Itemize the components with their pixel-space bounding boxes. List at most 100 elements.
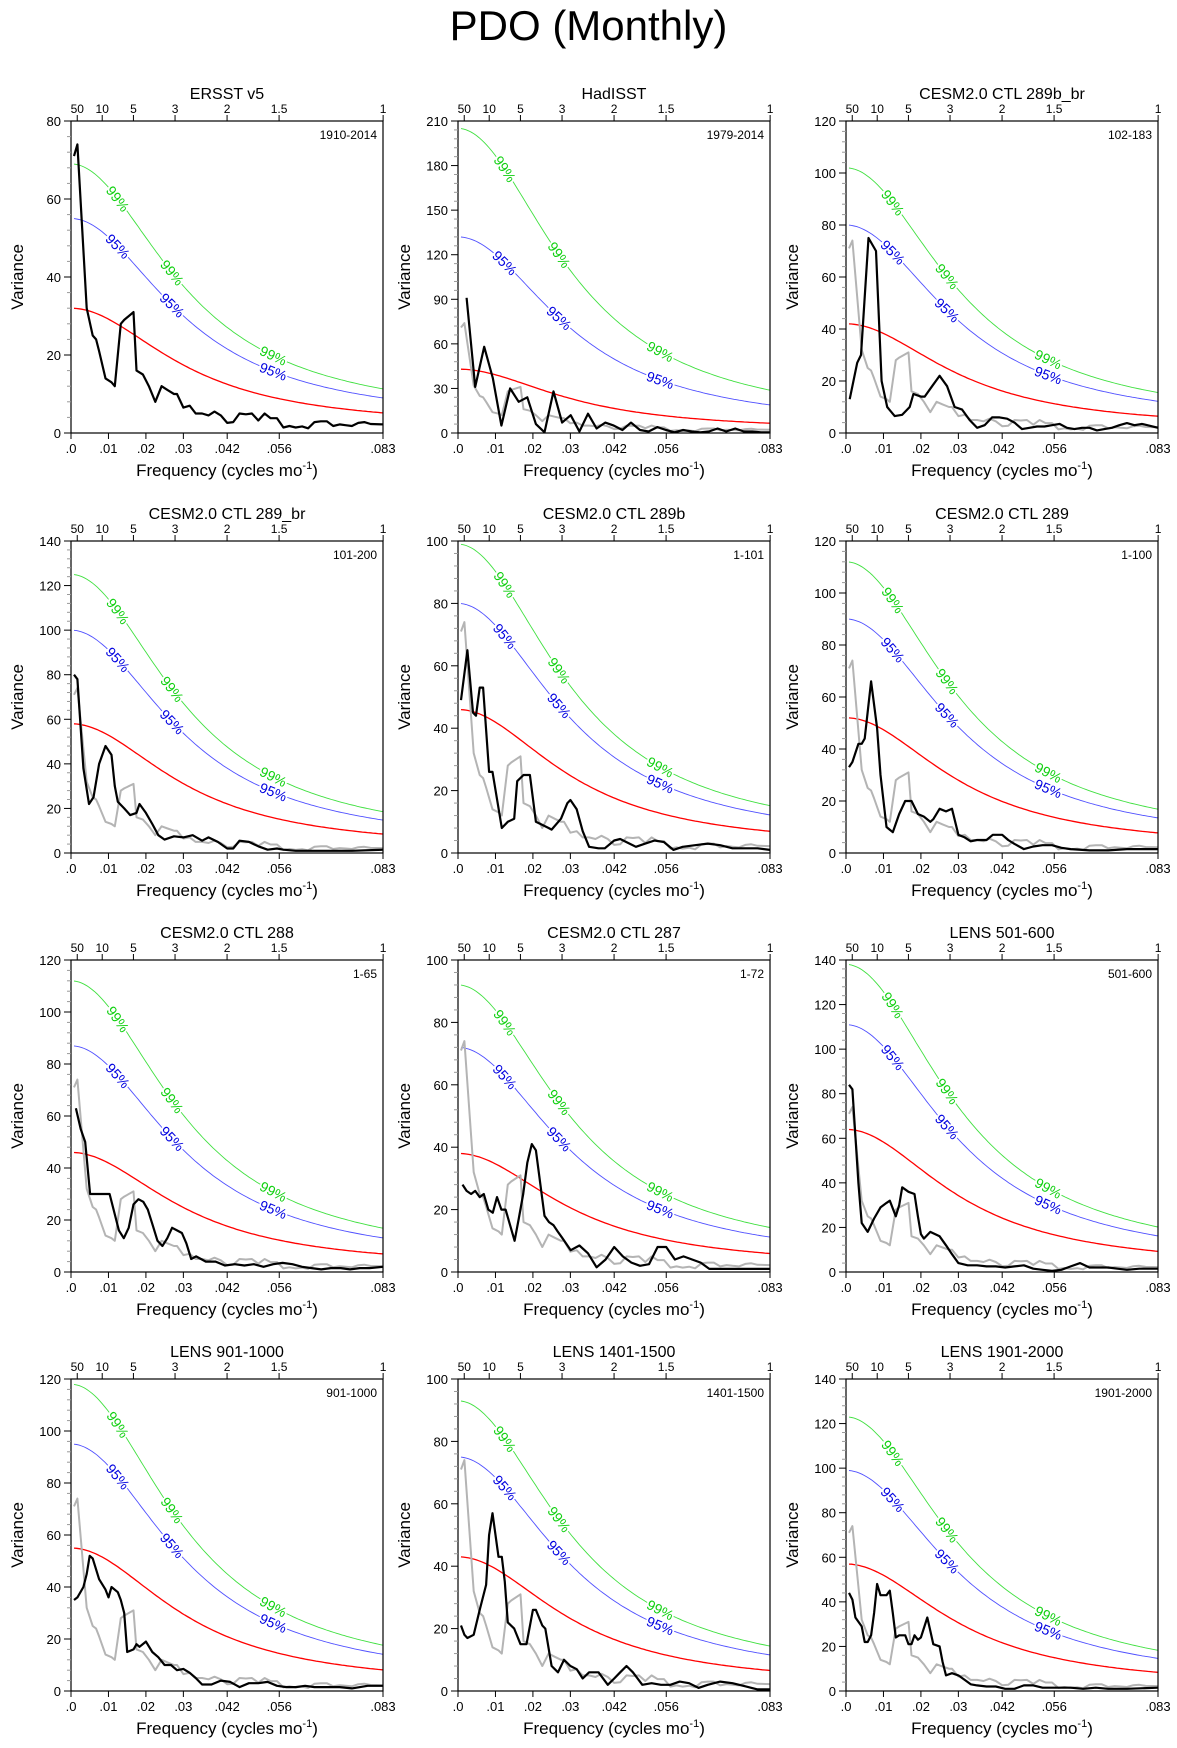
x-axis-label-superscript: -1 xyxy=(689,460,699,472)
x-tick-label: .02 xyxy=(137,861,155,876)
top-period-label: 50 xyxy=(458,102,472,116)
x-tick-label: .0 xyxy=(66,1699,77,1714)
top-period-label: 2 xyxy=(224,102,231,116)
y-tick-label: 80 xyxy=(47,1476,61,1491)
top-period-label: 5 xyxy=(517,102,524,116)
x-axis-label-superscript: -1 xyxy=(689,880,699,892)
x-tick-label: .03 xyxy=(949,441,967,456)
top-period-label: 1.5 xyxy=(1046,522,1063,536)
y-tick-label: 100 xyxy=(426,953,448,968)
top-period-label: 50 xyxy=(846,522,860,536)
x-axis-label: Frequency (cycles mo-1) xyxy=(523,880,705,900)
x-tick-label: .03 xyxy=(174,1280,192,1295)
x-axis-label-superscript: -1 xyxy=(689,1718,699,1730)
x-tick-label: .056 xyxy=(267,861,292,876)
ci-label-knockout xyxy=(931,294,963,326)
x-tick-label: .02 xyxy=(137,1699,155,1714)
period-label: 1979-2014 xyxy=(707,128,765,142)
top-period-label: 3 xyxy=(172,941,179,955)
top-period-label: 50 xyxy=(846,102,860,116)
x-axis-label-main: Frequency (cycles mo xyxy=(911,1719,1077,1738)
ci99-label: 99% xyxy=(878,1437,908,1469)
x-tick-label: .0 xyxy=(841,1280,852,1295)
ci99-label: 99% xyxy=(103,1003,132,1035)
ci-label-knockout xyxy=(932,1074,962,1108)
spectrum-line xyxy=(848,1084,1158,1272)
spectrum-line xyxy=(461,1143,770,1270)
y-tick-label: 180 xyxy=(426,159,448,174)
x-tick-label: .03 xyxy=(561,1280,579,1295)
plot-frame xyxy=(457,959,771,1273)
x-axis-label-end: ) xyxy=(1087,461,1093,480)
top-period-label: 1 xyxy=(1155,522,1162,536)
y-tick-label: 20 xyxy=(47,801,61,816)
x-tick-label: .056 xyxy=(267,441,292,456)
x-tick-label: .083 xyxy=(1145,1699,1170,1714)
ci-label-knockout xyxy=(932,665,962,698)
top-period-label: 50 xyxy=(458,1360,472,1374)
y-tick-label: 20 xyxy=(434,1622,448,1637)
top-period-label: 3 xyxy=(559,522,566,536)
ci95-label: 95% xyxy=(490,620,520,652)
y-tick-label: 120 xyxy=(814,1417,836,1432)
top-period-label: 3 xyxy=(947,941,954,955)
y-tick-label: 120 xyxy=(814,534,836,549)
ci-label-knockout xyxy=(931,1545,963,1577)
top-period-label: 1.5 xyxy=(1046,102,1063,116)
x-tick-label: .042 xyxy=(215,1280,240,1295)
panel-title: LENS 1901-2000 xyxy=(941,1344,1064,1361)
spectrum-line xyxy=(459,649,770,851)
top-period-label: 1.5 xyxy=(658,941,675,955)
y-axis-label: Variance xyxy=(395,1502,414,1568)
ci-label-knockout xyxy=(102,643,134,676)
top-period-label: 5 xyxy=(905,1360,912,1374)
spectrum-line xyxy=(72,143,383,430)
y-tick-label: 140 xyxy=(814,953,836,968)
x-tick-label: .083 xyxy=(757,441,782,456)
panel-title: CESM2.0 CTL 289b_br xyxy=(919,86,1085,103)
x-tick-label: .02 xyxy=(912,1699,930,1714)
top-period-label: 2 xyxy=(224,522,231,536)
x-tick-label: .083 xyxy=(757,1699,782,1714)
red-noise-curve xyxy=(460,1152,770,1255)
y-tick-label: 20 xyxy=(822,1639,836,1654)
top-period-label: 50 xyxy=(71,1360,85,1374)
ci-label-knockout xyxy=(157,672,187,706)
period-label: 1-72 xyxy=(740,967,764,981)
ci-label-knockout xyxy=(877,633,908,666)
y-axis-label: Variance xyxy=(395,244,414,310)
y-axis-label: Variance xyxy=(783,664,802,730)
top-period-label: 3 xyxy=(172,522,179,536)
red-noise-curve xyxy=(848,717,1158,834)
ci-label-knockout xyxy=(878,1436,908,1470)
y-axis-label: Variance xyxy=(395,664,414,730)
x-axis-label-main: Frequency (cycles mo xyxy=(136,1719,302,1738)
y-tick-label: 0 xyxy=(829,1684,836,1699)
x-tick-label: .083 xyxy=(370,1699,395,1714)
ci-label-knockout xyxy=(544,1085,574,1119)
spectrum-panel: CESM2.0 CTL 2891-10099%99%99%95%95%95%02… xyxy=(783,506,1171,900)
x-axis-label: Frequency (cycles mo-1) xyxy=(523,1299,705,1319)
y-tick-label: 0 xyxy=(54,1265,61,1280)
top-period-label: 3 xyxy=(947,1360,954,1374)
y-tick-label: 120 xyxy=(814,114,836,129)
x-axis-label-main: Frequency (cycles mo xyxy=(136,881,302,900)
y-tick-label: 100 xyxy=(426,534,448,549)
ci-label-knockout xyxy=(1031,1174,1065,1202)
x-tick-label: .0 xyxy=(453,1280,464,1295)
panel-title: LENS 1401-1500 xyxy=(553,1344,676,1361)
x-axis-label-superscript: -1 xyxy=(1077,880,1087,892)
top-period-label: 2 xyxy=(224,941,231,955)
ci99-label: 99% xyxy=(545,239,574,271)
y-axis-label: Variance xyxy=(8,1083,27,1149)
y-tick-label: 0 xyxy=(441,426,448,441)
x-tick-label: .02 xyxy=(137,441,155,456)
x-tick-label: .056 xyxy=(1042,1280,1067,1295)
x-axis-label-end: ) xyxy=(312,1719,318,1738)
y-tick-label: 40 xyxy=(434,1559,448,1574)
ci-label-knockout xyxy=(156,289,188,321)
ci-label-knockout xyxy=(877,1041,908,1074)
period-label: 901-1000 xyxy=(326,1386,377,1400)
y-tick-label: 60 xyxy=(434,1497,448,1512)
